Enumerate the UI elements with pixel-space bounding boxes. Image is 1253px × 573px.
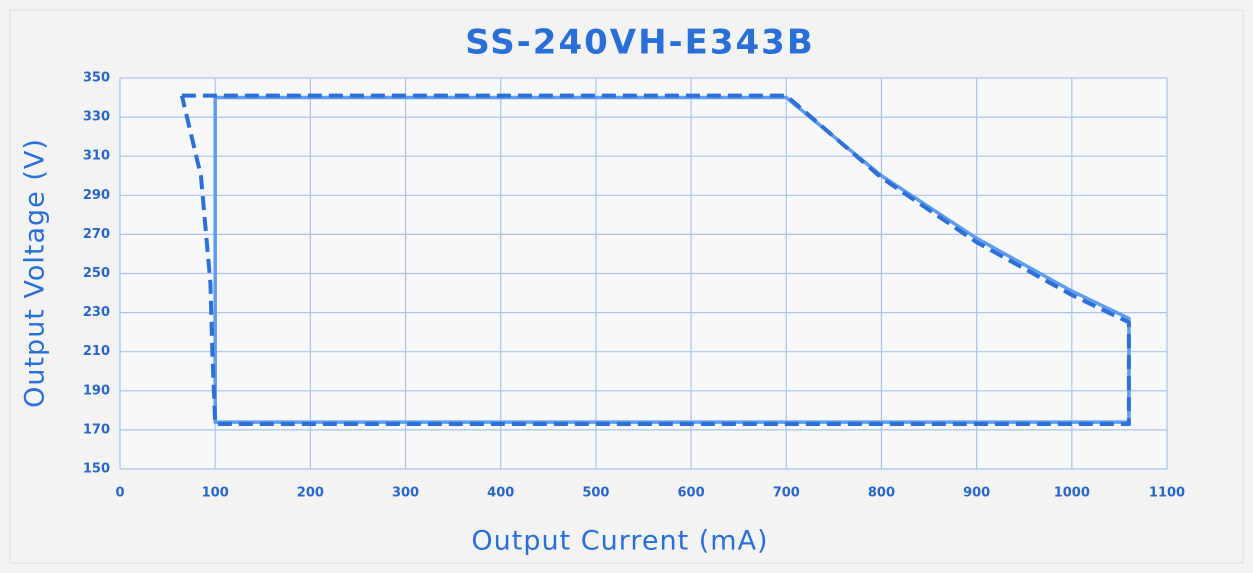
y-tick-label: 150 <box>83 462 110 477</box>
x-tick-label: 700 <box>773 486 800 501</box>
x-tick-label: 600 <box>678 486 705 501</box>
x-tick-label: 800 <box>868 486 895 501</box>
y-tick-label: 330 <box>83 110 110 125</box>
y-tick-label: 170 <box>83 422 110 437</box>
x-tick-label: 200 <box>297 486 324 501</box>
y-tick-label: 190 <box>83 383 110 398</box>
y-tick-label: 210 <box>83 344 110 359</box>
y-axis-label: Output Voltage (V) <box>20 138 51 408</box>
x-axis-label: Output Current (mA) <box>471 526 768 557</box>
y-tick-label: 290 <box>83 188 110 203</box>
y-tick-label: 350 <box>83 71 110 86</box>
y-tick-label: 270 <box>83 227 110 242</box>
x-tick-label: 900 <box>963 486 990 501</box>
x-tick-label: 400 <box>487 486 514 501</box>
x-tick-label: 0 <box>115 486 124 501</box>
y-tick-label: 250 <box>83 266 110 281</box>
x-tick-label: 300 <box>392 486 419 501</box>
chart-title: SS-240VH-E343B <box>465 23 815 63</box>
series-line <box>179 93 1131 427</box>
y-tick-label: 310 <box>83 149 110 164</box>
x-tick-label: 1000 <box>1054 486 1090 501</box>
x-tick-label: 100 <box>202 486 229 501</box>
x-tick-label: 500 <box>582 486 609 501</box>
y-tick-label: 230 <box>83 305 110 320</box>
x-tick-label: 1100 <box>1149 486 1185 501</box>
